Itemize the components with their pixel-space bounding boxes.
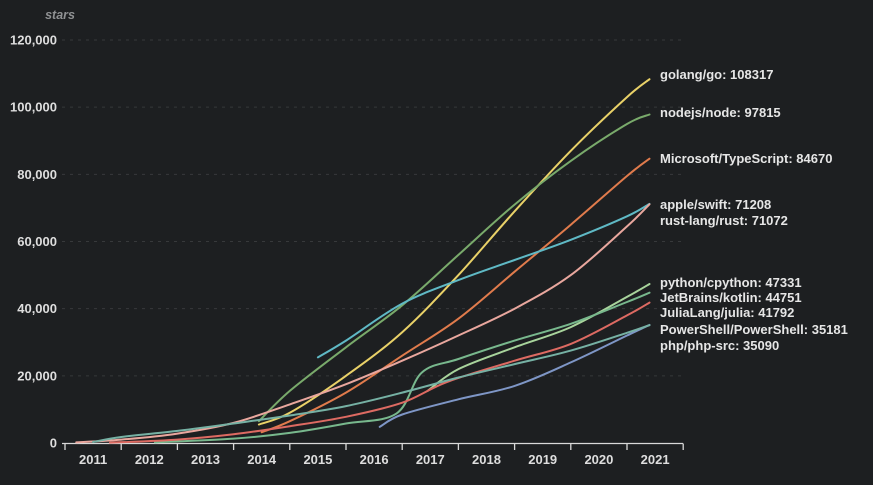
y-tick-label: 120,000 (10, 33, 57, 48)
series-line-python-cpython (426, 283, 651, 392)
series-line-microsoft-typescript (260, 157, 651, 434)
series-end-label-powershell-powershell: PowerShell/PowerShell: 35181 (660, 322, 848, 337)
series-end-label-nodejs-node: nodejs/node: 97815 (660, 105, 781, 120)
series-end-label-julialang-julia: JuliaLang/julia: 41792 (660, 305, 794, 320)
x-axis: 2011 2012 2013 2014 2015 2016 2017 2018 2019 2020… (62, 442, 684, 467)
x-tick-label: 2015 (303, 452, 332, 467)
series-end-label-php-php-src: php/php-src: 35090 (660, 338, 779, 353)
series-end-label-golang-go: golang/go: 108317 (660, 67, 773, 82)
x-tick-label: 2019 (528, 452, 557, 467)
series-line-php-php-src (92, 324, 651, 443)
x-tick-label: 2011 (79, 452, 107, 467)
y-axis-title: stars (45, 8, 75, 22)
series-end-label-apple-swift: apple/swift: 71208 (660, 197, 771, 212)
series-lines (75, 78, 651, 444)
x-tick-label: 2017 (416, 452, 445, 467)
y-tick-label: 40,000 (17, 301, 57, 316)
x-tick-label: 2012 (135, 452, 164, 467)
x-tick-label: 2013 (191, 452, 220, 467)
series-line-jetbrains-kotlin (153, 291, 651, 444)
y-tick-label: 60,000 (17, 234, 57, 249)
x-tick-label: 2016 (360, 452, 389, 467)
series-end-labels: golang/go: 108317 nodejs/node: 97815 Micro… (660, 67, 848, 353)
series-end-label-microsoft-typescript: Microsoft/TypeScript: 84670 (660, 151, 832, 166)
x-tick-label: 2020 (584, 452, 613, 467)
series-line-rust-lang-rust (75, 203, 651, 444)
series-end-label-jetbrains-kotlin: JetBrains/kotlin: 44751 (660, 290, 802, 305)
y-axis: 0 20,000 40,000 60,000 80,000 100,000 120,000 (10, 33, 57, 451)
series-line-nodejs-node (257, 113, 651, 423)
series-line-apple-swift (316, 202, 651, 359)
series-line-golang-go (257, 78, 651, 426)
x-tick-label: 2021 (641, 452, 670, 467)
x-tick-label: 2014 (247, 452, 277, 467)
series-line-powershell-powershell (378, 323, 651, 428)
series-line-julialang-julia (108, 301, 651, 444)
y-tick-label: 20,000 (17, 368, 57, 383)
y-tick-label: 80,000 (17, 167, 57, 182)
series-end-label-python-cpython: python/cpython: 47331 (660, 275, 802, 290)
y-tick-label: 100,000 (10, 100, 57, 115)
series-end-label-rust-lang-rust: rust-lang/rust: 71072 (660, 213, 788, 228)
y-tick-label: 0 (50, 436, 57, 451)
x-tick-label: 2018 (472, 452, 501, 467)
